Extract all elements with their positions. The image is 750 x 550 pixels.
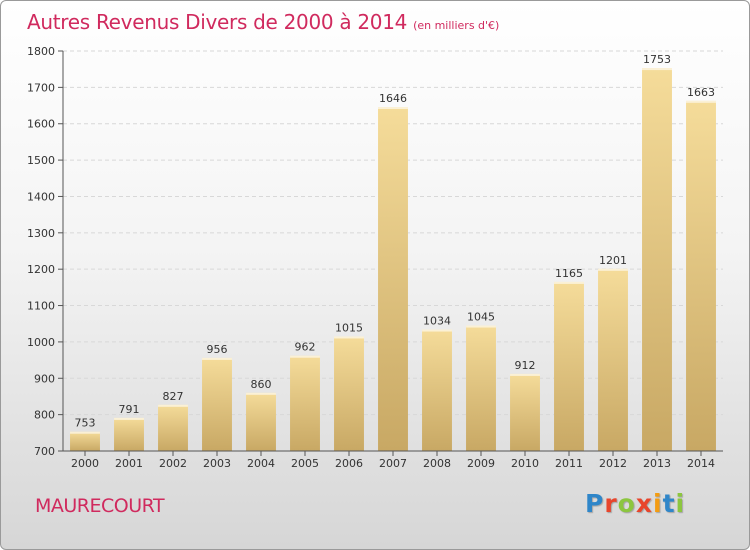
x-tick-label: 2002 (159, 457, 187, 470)
y-tick-label: 1800 (27, 45, 55, 58)
data-label: 860 (251, 378, 272, 391)
bar-highlight (334, 336, 364, 339)
data-label: 827 (163, 390, 184, 403)
data-label: 962 (295, 341, 316, 354)
x-tick-label: 2011 (555, 457, 583, 470)
data-label: 1045 (467, 311, 495, 324)
logo-letter: i (653, 489, 663, 518)
data-label: 791 (119, 403, 140, 416)
x-tick-label: 2012 (599, 457, 627, 470)
bar (598, 268, 628, 451)
bar (686, 100, 716, 452)
y-tick-label: 1100 (27, 300, 55, 313)
x-tick-label: 2010 (511, 457, 539, 470)
bar-highlight (290, 355, 320, 358)
bar (642, 68, 672, 451)
x-tick-label: 2007 (379, 457, 407, 470)
bar-highlight (686, 100, 716, 103)
logo-letter: x (635, 489, 653, 518)
bar (466, 325, 496, 451)
y-tick-label: 700 (34, 445, 55, 458)
data-label: 1201 (599, 254, 627, 267)
bar (422, 329, 452, 451)
bar-highlight (378, 107, 408, 109)
bar-highlight (114, 417, 144, 420)
chart-title: Autres Revenus Divers de 2000 à 2014 (en … (27, 10, 500, 34)
bar-highlight (202, 357, 232, 360)
bar (158, 404, 188, 451)
bar-highlight (466, 325, 496, 328)
data-label: 956 (207, 343, 228, 356)
x-tick-label: 2001 (115, 457, 143, 470)
bar (334, 336, 364, 451)
data-label: 1663 (687, 86, 715, 99)
axes (58, 50, 723, 456)
x-tick-label: 2008 (423, 457, 451, 470)
bar (510, 373, 540, 451)
bar-highlight (246, 392, 276, 395)
commune-name: MAURECOURT (35, 495, 165, 517)
bar (70, 431, 100, 451)
y-tick-label: 1500 (27, 154, 55, 167)
bar (290, 355, 320, 451)
bar-highlight (70, 431, 100, 434)
bar-highlight (554, 281, 584, 284)
x-tick-label: 2004 (247, 457, 275, 470)
bar-highlight (422, 329, 452, 332)
logo-letter: t (662, 489, 676, 518)
data-label: 1015 (335, 321, 363, 334)
data-label: 753 (75, 417, 96, 430)
bar-highlight (510, 373, 540, 376)
y-tick-label: 1000 (27, 336, 55, 349)
y-tick-label: 800 (34, 409, 55, 422)
logo-letter: r (604, 489, 618, 518)
logo-letter: P (585, 489, 605, 518)
y-tick-label: 1300 (27, 227, 55, 240)
y-tick-label: 1400 (27, 190, 55, 203)
bar-highlight (598, 268, 628, 271)
data-label: 1646 (379, 92, 407, 105)
y-tick-label: 1700 (27, 81, 55, 94)
data-label: 912 (515, 359, 536, 372)
labels: 700 800 900 1000 1100 1200 1300 1400 1500 1600 170… (27, 45, 715, 470)
data-label: 1165 (555, 267, 583, 280)
data-label: 1753 (643, 53, 671, 66)
x-tick-label: 2009 (467, 457, 495, 470)
y-tick-label: 1200 (27, 263, 55, 276)
logo-letter: o (617, 489, 636, 518)
bar-highlight (158, 404, 188, 407)
bars (70, 68, 716, 452)
bar (554, 281, 584, 451)
chart-subtitle: (en milliers d'€) (413, 19, 500, 32)
bar (246, 392, 276, 451)
x-tick-label: 2003 (203, 457, 231, 470)
x-tick-label: 2006 (335, 457, 363, 470)
logo-letter: i (675, 489, 686, 518)
x-tick-label: 2014 (687, 457, 715, 470)
proxiti-logo: Proxiti (585, 489, 685, 518)
bar (202, 357, 232, 451)
bar (378, 107, 408, 451)
y-tick-label: 900 (34, 372, 55, 385)
x-tick-label: 2000 (71, 457, 99, 470)
bar-highlight (642, 68, 672, 71)
y-tick-label: 1600 (27, 118, 55, 131)
x-tick-label: 2005 (291, 457, 319, 470)
bar (114, 417, 144, 451)
x-tick-label: 2013 (643, 457, 671, 470)
data-label: 1034 (423, 315, 451, 328)
